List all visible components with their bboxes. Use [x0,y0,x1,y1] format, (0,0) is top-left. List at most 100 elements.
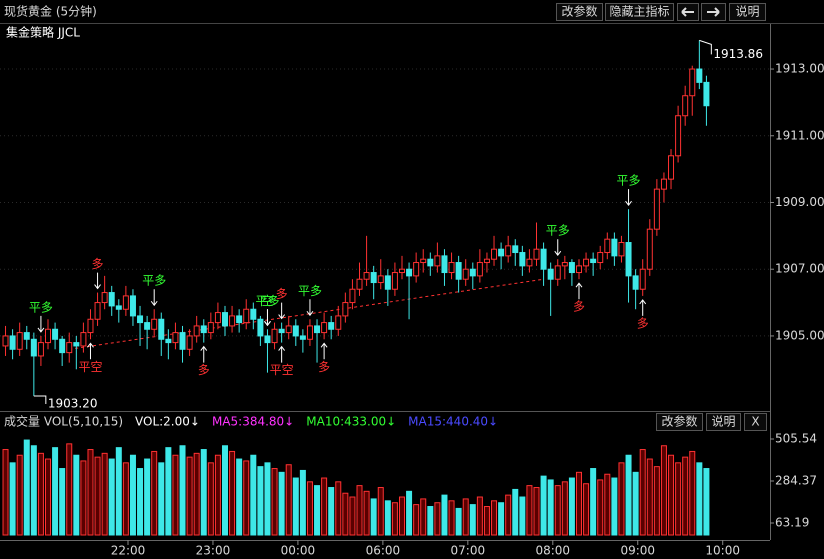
volume-bar [335,481,342,536]
candle-body [660,178,667,190]
volume-bar [682,456,689,536]
volume-bar [646,458,653,536]
candle-body [137,315,144,324]
candle-body [264,335,271,344]
x-tick-label: 22:00 [111,544,146,558]
candle-body [646,228,653,270]
trend-line [69,278,544,350]
candle-body [214,312,221,324]
volume-bar [384,500,391,536]
extreme-pointer [33,395,47,404]
volume-bar [653,466,660,536]
signal-label: 平多 [546,224,570,238]
candle-body [144,322,151,330]
signal-label: 平空 [270,363,294,377]
volume-bar [257,466,264,536]
candle-body [675,115,682,157]
volume-bar [696,462,703,536]
candle-body [505,245,512,257]
candle-body [285,325,292,334]
candle-body [455,262,462,280]
y-tick-label: 1905.00 [775,328,824,342]
volume-bar [533,487,540,536]
volume-bar [406,490,413,536]
volume-bar [321,477,328,536]
button[interactable] [656,413,703,431]
button[interactable] [729,3,766,21]
volume-bar [583,483,590,536]
candle-body [328,322,335,330]
candle-body [101,292,108,304]
signal-arrow [94,272,101,290]
extreme-label: 1903.20 [48,396,98,410]
volume-bar [427,506,434,536]
candle-body [186,335,193,350]
volume-bar [639,449,646,536]
volume-bar [278,471,285,536]
volume-bar [349,496,356,536]
candle-body [462,268,469,280]
button-label[interactable]: 说明 [711,414,735,429]
volume-bar [59,468,66,536]
volume-bar [66,443,73,536]
signal-arrow [320,342,328,360]
signal-arrow [150,289,158,307]
candle-body [427,258,434,267]
volume-bar [512,488,519,536]
candle-body [271,328,278,344]
volume-bar [491,500,498,536]
candle-body [434,255,441,267]
button-label[interactable]: 隐藏主指标 [609,4,669,19]
candle-body [356,278,363,290]
volume-bar [675,462,682,536]
candle-body [391,272,398,290]
volume-bar [250,454,257,536]
volume-bar [448,500,455,536]
volume-bar [200,449,207,536]
button[interactable] [605,3,674,21]
button-label[interactable]: 改参数 [661,414,697,429]
candle-body [469,268,476,277]
volume-bar [243,460,250,536]
volume-bar [668,454,675,536]
candle-body [37,342,44,357]
volume-bar [23,439,30,536]
candle-body [229,315,236,327]
candle-body [165,338,172,344]
candle-body [278,328,285,334]
button[interactable] [556,3,603,21]
candle-body [526,258,533,267]
signal-arrow [278,302,286,320]
button[interactable] [744,413,767,431]
volume-bar [165,447,172,536]
button-label[interactable]: 改参数 [561,4,597,19]
volume-bar [314,485,321,536]
volume-bar [9,462,16,536]
volume-bar [660,445,667,536]
button-label[interactable]: X [751,415,759,429]
volume-bar [80,460,87,536]
volume-bar [52,447,59,536]
volume-bar [115,447,122,536]
candle-body [250,308,257,320]
volume-bar [193,452,200,536]
candle-body [668,155,675,180]
signal-arrow [575,282,583,300]
candle-body [519,252,526,267]
candle-body [406,268,413,277]
indicator-label: MA10:433.00↓ [306,415,396,429]
candle-body [483,258,490,264]
candle-body [554,265,561,280]
button-label[interactable]: 说明 [735,4,759,19]
candle-body [80,332,87,347]
volume-bar [101,452,108,536]
candle-body [625,242,632,277]
candle-body [292,325,299,337]
button[interactable] [706,413,741,431]
candle-body [66,342,73,354]
candle-body [682,95,689,117]
volume-bar [137,468,144,536]
candle-body [179,332,186,350]
